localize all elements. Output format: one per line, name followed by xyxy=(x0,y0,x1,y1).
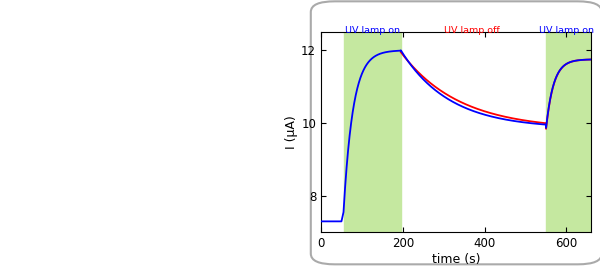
X-axis label: time (s): time (s) xyxy=(432,253,480,266)
Text: UV lamp on: UV lamp on xyxy=(539,26,594,35)
Y-axis label: I (μA): I (μA) xyxy=(286,115,298,149)
Text: UV lamp off: UV lamp off xyxy=(445,26,500,35)
Bar xyxy=(343,32,401,232)
Text: UV lamp on: UV lamp on xyxy=(344,26,400,35)
Bar xyxy=(546,32,591,232)
